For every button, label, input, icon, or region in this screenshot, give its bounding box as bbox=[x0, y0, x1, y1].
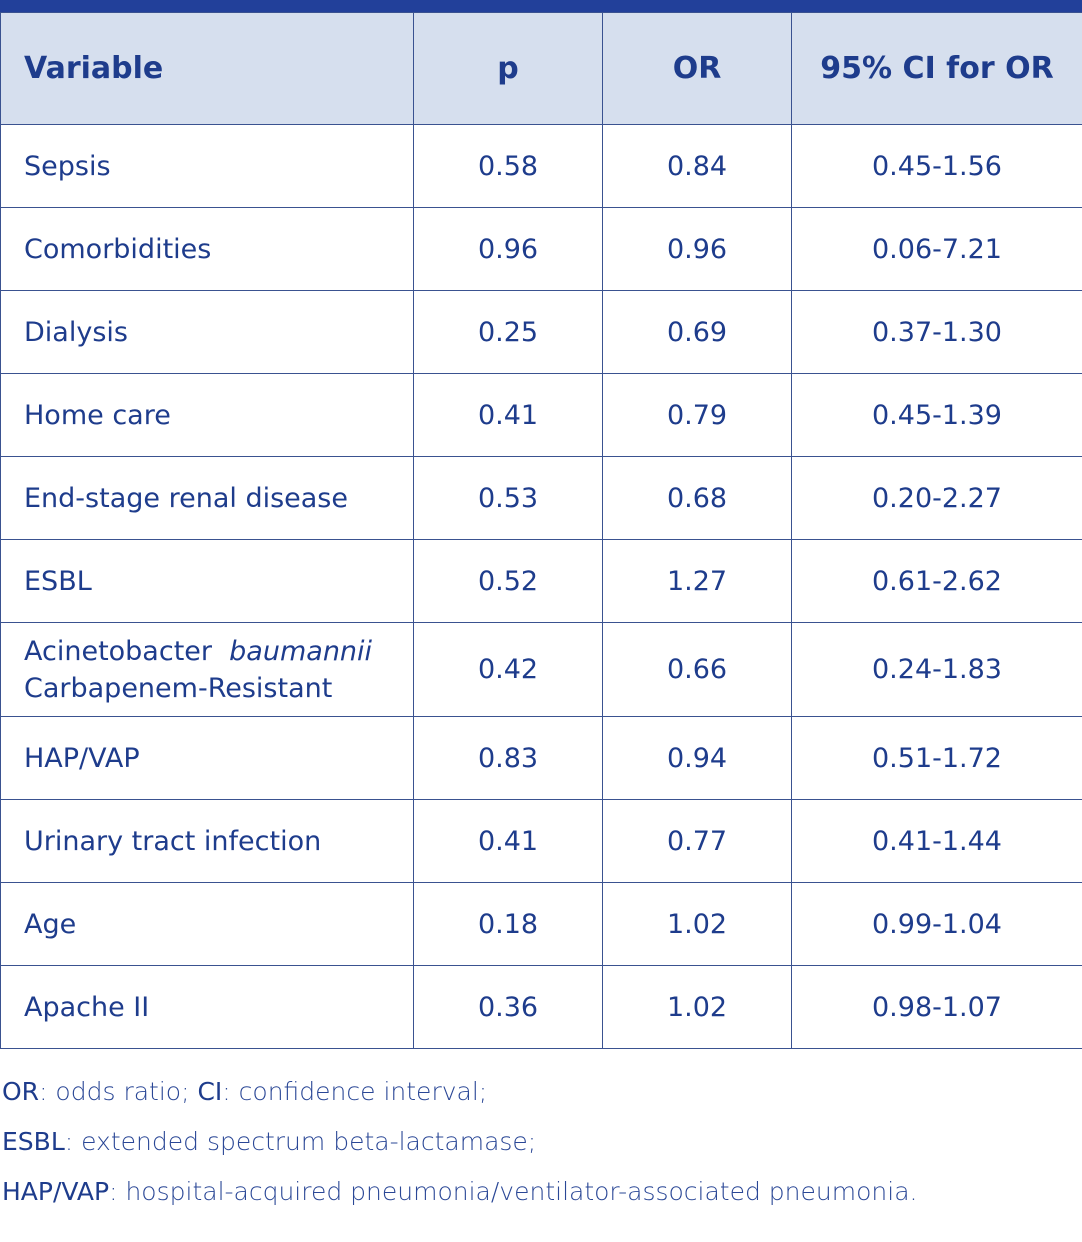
table-row: Dialysis 0.25 0.69 0.37-1.30 bbox=[0, 290, 1082, 374]
footnote-line: HAP/VAP: hospital-acquired pneumonia/ven… bbox=[2, 1172, 1072, 1222]
p-cell: 0.42 bbox=[413, 622, 603, 717]
footnote-line: OR: odds ratio; CI: confidence interval; bbox=[2, 1072, 1072, 1122]
table-row: ESBL 0.52 1.27 0.61-2.62 bbox=[0, 539, 1082, 623]
or-cell: 0.66 bbox=[602, 622, 792, 717]
ci-cell: 0.98-1.07 bbox=[791, 965, 1082, 1049]
variable-cell: Comorbidities bbox=[0, 207, 414, 291]
header-ci: 95% CI for OR bbox=[791, 12, 1082, 125]
p-cell: 0.83 bbox=[413, 716, 603, 800]
variable-cell: ESBL bbox=[0, 539, 414, 623]
variable-italic: baumannii bbox=[229, 635, 373, 667]
variable-cell: Age bbox=[0, 882, 414, 966]
ci-cell: 0.51-1.72 bbox=[791, 716, 1082, 800]
variable-line1: Acinetobacter bbox=[24, 635, 212, 667]
variable-cell: Apache II bbox=[0, 965, 414, 1049]
ci-cell: 0.99-1.04 bbox=[791, 882, 1082, 966]
ci-cell: 0.06-7.21 bbox=[791, 207, 1082, 291]
or-cell: 0.69 bbox=[602, 290, 792, 374]
p-cell: 0.25 bbox=[413, 290, 603, 374]
table-row: Acinetobacter baumannii Carbapenem-Resis… bbox=[0, 622, 1082, 717]
table-header-row: Variable p OR 95% CI for OR bbox=[0, 12, 1082, 125]
footnote-definition: : confidence interval; bbox=[222, 1077, 488, 1106]
table-row: Apache II 0.36 1.02 0.98-1.07 bbox=[0, 965, 1082, 1049]
p-cell: 0.53 bbox=[413, 456, 603, 540]
p-cell: 0.52 bbox=[413, 539, 603, 623]
top-accent-bar bbox=[0, 0, 1082, 12]
footnote-abbr: ESBL bbox=[2, 1127, 65, 1156]
table-row: Home care 0.41 0.79 0.45-1.39 bbox=[0, 373, 1082, 457]
table-row: Age 0.18 1.02 0.99-1.04 bbox=[0, 882, 1082, 966]
ci-cell: 0.37-1.30 bbox=[791, 290, 1082, 374]
or-cell: 1.02 bbox=[602, 965, 792, 1049]
table-row: HAP/VAP 0.83 0.94 0.51-1.72 bbox=[0, 716, 1082, 800]
p-cell: 0.18 bbox=[413, 882, 603, 966]
table-row: Sepsis 0.58 0.84 0.45-1.56 bbox=[0, 124, 1082, 208]
or-cell: 0.84 bbox=[602, 124, 792, 208]
or-cell: 0.79 bbox=[602, 373, 792, 457]
ci-cell: 0.24-1.83 bbox=[791, 622, 1082, 717]
ci-cell: 0.20-2.27 bbox=[791, 456, 1082, 540]
variable-line2: Carbapenem-Resistant bbox=[24, 672, 333, 704]
table-footnotes: OR: odds ratio; CI: confidence interval;… bbox=[2, 1072, 1072, 1222]
or-cell: 0.96 bbox=[602, 207, 792, 291]
ci-cell: 0.41-1.44 bbox=[791, 799, 1082, 883]
or-cell: 1.27 bbox=[602, 539, 792, 623]
variable-cell: HAP/VAP bbox=[0, 716, 414, 800]
variable-cell: Sepsis bbox=[0, 124, 414, 208]
footnote-line: ESBL: extended spectrum beta-lactamase; bbox=[2, 1122, 1072, 1172]
or-cell: 0.68 bbox=[602, 456, 792, 540]
table-row: Comorbidities 0.96 0.96 0.06-7.21 bbox=[0, 207, 1082, 291]
variable-cell: Home care bbox=[0, 373, 414, 457]
p-cell: 0.96 bbox=[413, 207, 603, 291]
footnote-definition: : extended spectrum beta-lactamase; bbox=[64, 1127, 537, 1156]
p-cell: 0.41 bbox=[413, 799, 603, 883]
p-cell: 0.41 bbox=[413, 373, 603, 457]
or-cell: 0.77 bbox=[602, 799, 792, 883]
or-cell: 0.94 bbox=[602, 716, 792, 800]
table-row: End-stage renal disease 0.53 0.68 0.20-2… bbox=[0, 456, 1082, 540]
table-row: Urinary tract infection 0.41 0.77 0.41-1… bbox=[0, 799, 1082, 883]
footnote-abbr: CI bbox=[197, 1077, 223, 1106]
footnote-abbr: HAP/VAP bbox=[2, 1177, 110, 1206]
ci-cell: 0.45-1.39 bbox=[791, 373, 1082, 457]
p-cell: 0.58 bbox=[413, 124, 603, 208]
or-cell: 1.02 bbox=[602, 882, 792, 966]
header-p: p bbox=[413, 12, 603, 125]
ci-cell: 0.61-2.62 bbox=[791, 539, 1082, 623]
variable-cell: End-stage renal disease bbox=[0, 456, 414, 540]
header-variable: Variable bbox=[0, 12, 414, 125]
footnote-abbr: OR bbox=[2, 1077, 40, 1106]
footnote-definition: : odds ratio; bbox=[39, 1077, 198, 1106]
results-table: Variable p OR 95% CI for OR Sepsis 0.58 … bbox=[0, 12, 1082, 1049]
ci-cell: 0.45-1.56 bbox=[791, 124, 1082, 208]
variable-cell: Dialysis bbox=[0, 290, 414, 374]
header-or: OR bbox=[602, 12, 792, 125]
variable-cell: Urinary tract infection bbox=[0, 799, 414, 883]
footnote-definition: : hospital-acquired pneumonia/ventilator… bbox=[109, 1177, 918, 1206]
variable-cell: Acinetobacter baumannii Carbapenem-Resis… bbox=[0, 622, 414, 717]
p-cell: 0.36 bbox=[413, 965, 603, 1049]
